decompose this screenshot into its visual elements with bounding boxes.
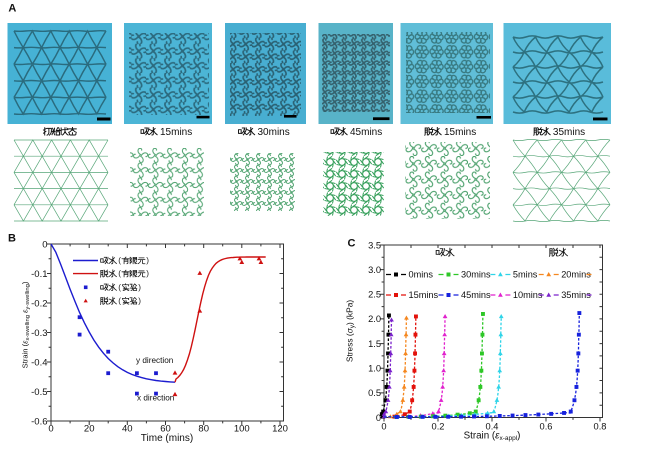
svg-text:-0.4: -0.4 — [31, 357, 47, 368]
svg-text:20mins: 20mins — [561, 270, 591, 280]
svg-text:15mins: 15mins — [409, 290, 439, 300]
svg-text:15mins: 15mins — [444, 127, 476, 138]
svg-text:B: B — [8, 232, 16, 244]
svg-text:80: 80 — [198, 424, 209, 435]
svg-text:Strain (εx-appl): Strain (εx-appl) — [464, 431, 521, 443]
svg-text:35mins: 35mins — [553, 127, 585, 138]
svg-text:45mins: 45mins — [350, 127, 382, 138]
svg-text:(: ( — [118, 297, 121, 306]
svg-text:C: C — [348, 237, 356, 249]
svg-text:2.0: 2.0 — [368, 314, 381, 324]
svg-text:-0.5: -0.5 — [31, 387, 47, 398]
svg-text:40: 40 — [122, 424, 133, 435]
svg-text:-0.2: -0.2 — [31, 298, 47, 309]
svg-text:0.2: 0.2 — [432, 422, 445, 432]
svg-text:0: 0 — [381, 422, 386, 432]
svg-text:): ) — [138, 283, 141, 292]
svg-text:-0.6: -0.6 — [31, 416, 47, 427]
svg-text:): ) — [138, 297, 141, 306]
svg-text:30mins: 30mins — [258, 127, 290, 138]
svg-text:0: 0 — [376, 413, 381, 423]
svg-text:0.4: 0.4 — [486, 422, 499, 432]
svg-text:0.6: 0.6 — [540, 422, 553, 432]
svg-text:35mins: 35mins — [561, 290, 591, 300]
svg-text:A: A — [8, 3, 16, 15]
svg-text:0.8: 0.8 — [594, 422, 607, 432]
svg-text:60: 60 — [160, 424, 171, 435]
svg-text:30mins: 30mins — [461, 270, 491, 280]
svg-text:0: 0 — [48, 424, 53, 435]
svg-text:Strain (εx-swelling εy-swellin: Strain (εx-swelling εy-swelling) — [21, 281, 31, 368]
svg-text:1.5: 1.5 — [368, 339, 381, 349]
svg-text:2.5: 2.5 — [368, 290, 381, 300]
svg-text:3.0: 3.0 — [368, 265, 381, 275]
svg-text:y direction: y direction — [136, 356, 174, 365]
svg-text:0.5: 0.5 — [368, 388, 381, 398]
svg-text:): ) — [146, 256, 149, 265]
svg-text:-0.3: -0.3 — [31, 328, 47, 339]
svg-text:1.0: 1.0 — [368, 364, 381, 374]
svg-text:x direction: x direction — [137, 394, 175, 403]
svg-text:5mins: 5mins — [513, 270, 538, 280]
svg-text:0: 0 — [42, 239, 47, 250]
svg-text:15mins: 15mins — [160, 127, 192, 138]
svg-text:0mins: 0mins — [409, 270, 434, 280]
svg-text:(: ( — [118, 269, 121, 278]
svg-text:): ) — [146, 269, 149, 278]
svg-text:-0.1: -0.1 — [31, 269, 47, 280]
svg-text:100: 100 — [234, 424, 250, 435]
svg-text:120: 120 — [272, 424, 288, 435]
svg-text:3.5: 3.5 — [368, 240, 381, 250]
svg-text:20: 20 — [84, 424, 95, 435]
svg-text:Stress (σy) (kPa): Stress (σy) (kPa) — [345, 300, 357, 363]
svg-text:45mins: 45mins — [461, 290, 491, 300]
svg-text:Time (mins): Time (mins) — [141, 433, 193, 444]
svg-text:(: ( — [118, 283, 121, 292]
svg-text:(: ( — [118, 256, 121, 265]
svg-text:10mins: 10mins — [513, 290, 543, 300]
